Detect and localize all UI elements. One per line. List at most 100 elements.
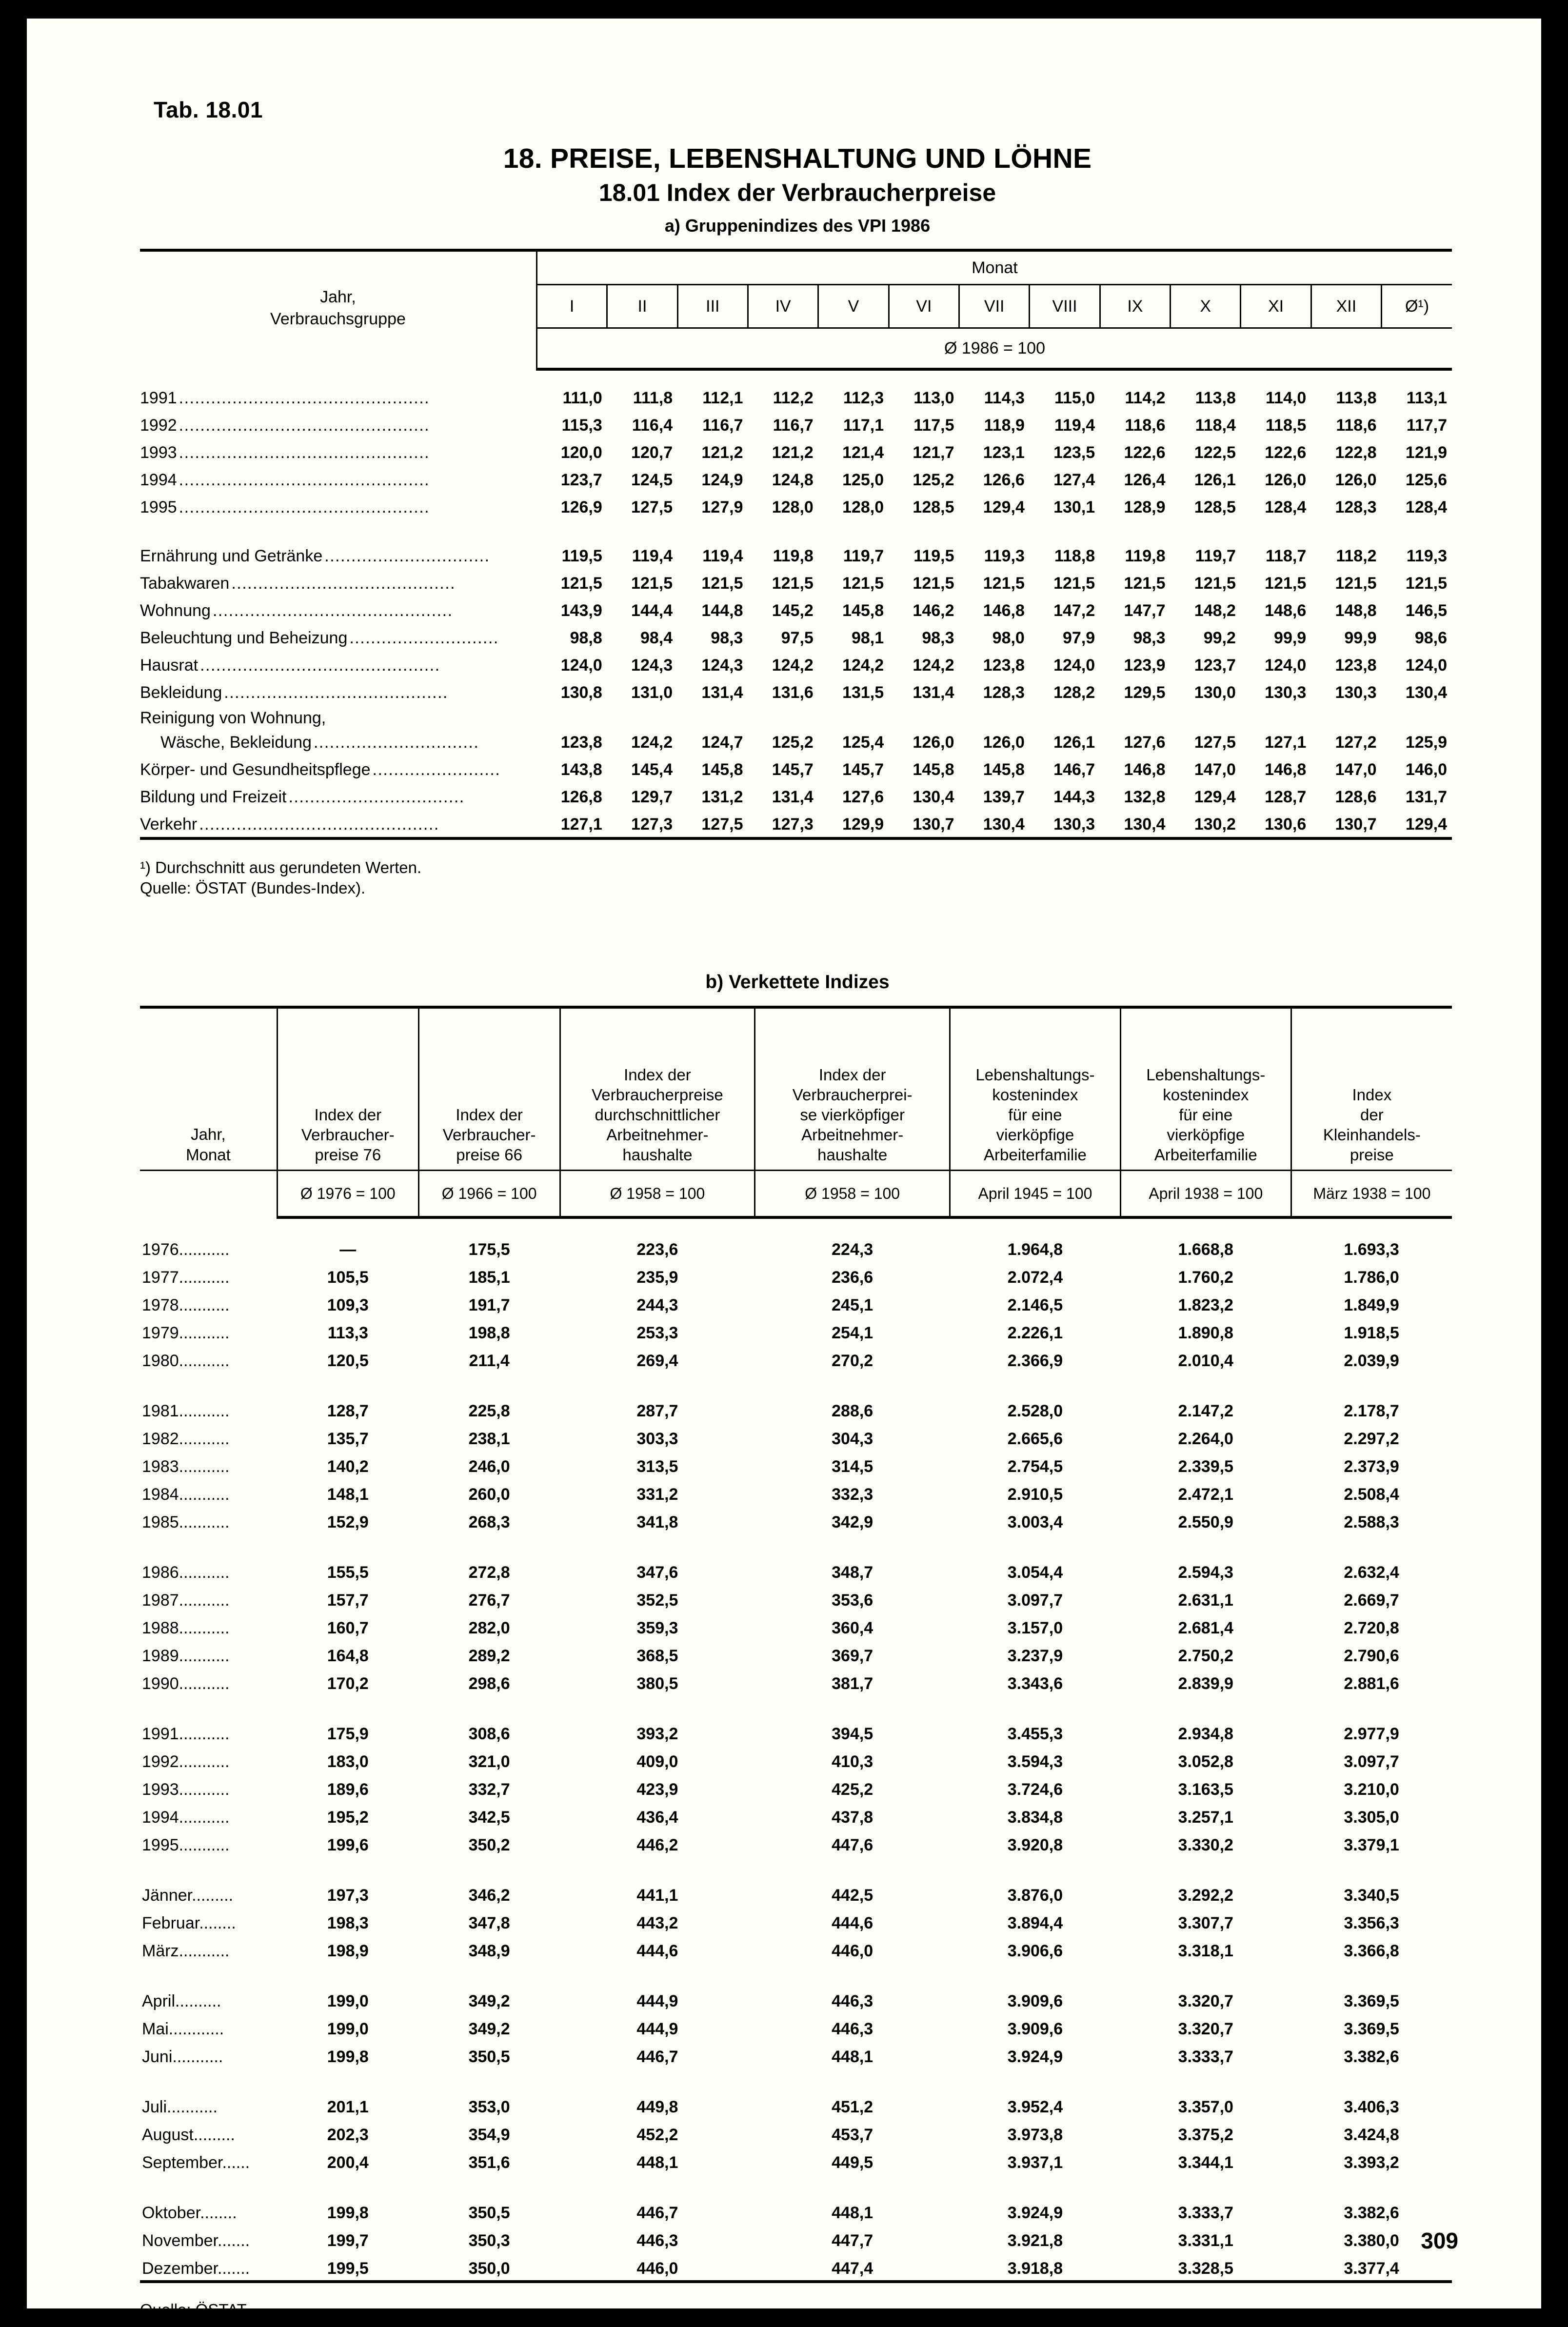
table-cell: 331,2: [636, 1485, 678, 1504]
table-row: 1986........... 155,5 272,8 347,6 348,7 3.054…: [140, 1556, 1452, 1584]
table-cell: 115,0: [1054, 389, 1095, 407]
table-cell: 3.406,3: [1344, 2098, 1399, 2117]
table-cell: 1.918,5: [1344, 1324, 1399, 1343]
table-cell: 127,4: [1053, 471, 1095, 489]
table-row: März........... 198,9 348,9 444,6 446,0 3.906…: [140, 1935, 1452, 1963]
table-cell: 113,0: [913, 389, 954, 407]
table-cell: 446,3: [636, 2231, 678, 2250]
table-cell: 3.320,7: [1178, 1992, 1233, 2011]
table-cell: 175,5: [468, 1240, 510, 1259]
row-label: Beleuchtung und Beheizung...............…: [140, 629, 499, 647]
table-cell: 128,7: [327, 1402, 369, 1421]
table-cell: 3.834,8: [1007, 1808, 1063, 1827]
table-row: 1994....................................…: [140, 465, 1452, 493]
spacer-row: [140, 2068, 1452, 2091]
table-cell: 3.382,6: [1344, 2204, 1399, 2223]
spacer-row: [140, 520, 1452, 541]
table-row: 1991........... 175,9 308,6 393,2 394,5 3.455…: [140, 1718, 1452, 1746]
table-cell: 98,4: [640, 629, 673, 647]
table-cell: 3.393,2: [1344, 2153, 1399, 2172]
table-cell: 124,2: [631, 733, 673, 752]
table-cell: 125,2: [913, 471, 954, 489]
table-cell: 2.508,4: [1344, 1485, 1399, 1504]
row-label: 1989...........: [142, 1647, 230, 1666]
table-cell: 119,4: [702, 547, 743, 565]
table-row: 1984........... 148,1 260,0 331,2 332,3 2.910…: [140, 1478, 1452, 1506]
table-cell: 199,0: [327, 2020, 369, 2039]
table-cell: 129,5: [1124, 683, 1166, 702]
row-label: 1981...........: [142, 1402, 230, 1421]
table-bottom-rule: [140, 2280, 1452, 2294]
table-cell: 124,2: [913, 656, 954, 675]
table-cell: 3.330,2: [1178, 1836, 1233, 1855]
table-cell: 197,3: [327, 1886, 369, 1905]
spacer-row: [140, 1217, 1452, 1233]
table-cell: 381,7: [832, 1674, 873, 1693]
section-a-title: a) Gruppenindizes des VPI 1986: [664, 216, 931, 236]
table-cell: 342,5: [468, 1808, 510, 1827]
row-label: 1994...........: [142, 1808, 230, 1827]
table-cell: 122,6: [1265, 443, 1307, 462]
row-label: 1979...........: [142, 1324, 230, 1343]
table-cell: 113,8: [1336, 389, 1377, 407]
table-b-col-header-6: Lebenshaltungs-kostenindex für eine vierkö…: [1119, 1006, 1291, 1171]
table-row: 1988........... 160,7 282,0 359,3 360,4 3.157…: [140, 1612, 1452, 1640]
table-cell: 447,6: [832, 1836, 873, 1855]
row-label: 1993....................................…: [140, 443, 430, 462]
table-cell: 3.924,9: [1007, 2204, 1063, 2223]
table-cell: 129,7: [631, 788, 673, 806]
table-cell: 122,8: [1335, 443, 1377, 462]
spacer-row: [140, 2174, 1452, 2197]
table-b-base-5: April 1945 = 100: [949, 1170, 1121, 1219]
table-cell: 124,0: [1265, 656, 1307, 675]
table-row: 1979........... 113,3 198,8 253,3 254,1 2.226…: [140, 1317, 1452, 1345]
table-cell: 2.297,2: [1344, 1430, 1399, 1449]
table-a-month-header-11: XI: [1240, 284, 1311, 328]
table-cell: 2.264,0: [1178, 1430, 1233, 1449]
table-cell: 147,0: [1194, 760, 1236, 779]
table-cell: 148,8: [1335, 601, 1377, 620]
table-cell: 3.455,3: [1007, 1725, 1063, 1744]
table-row: Verkehr.................................…: [140, 810, 1452, 838]
table-cell: 119,5: [561, 547, 602, 565]
row-label: Wohnung.................................…: [140, 601, 453, 620]
table-row: 1978........... 109,3 191,7 244,3 245,1 2.146…: [140, 1289, 1452, 1317]
table-cell: 303,3: [636, 1430, 678, 1449]
table-cell: 115,3: [561, 416, 602, 435]
table-cell: 105,5: [327, 1268, 369, 1287]
table-cell: 160,7: [327, 1619, 369, 1638]
table-b-col-header-5: Lebenshaltungs-kostenindex für eine vierkö…: [949, 1006, 1121, 1171]
table-cell: 127,2: [1335, 733, 1377, 752]
table-row: 1990........... 170,2 298,6 380,5 381,7 3.343…: [140, 1668, 1452, 1695]
table-cell: 119,3: [984, 547, 1025, 565]
table-cell: 446,0: [832, 1942, 873, 1961]
row-label: 1988...........: [142, 1619, 230, 1638]
spacer-row: [140, 1963, 1452, 1985]
table-cell: 123,7: [1194, 656, 1236, 675]
table-cell: 121,5: [1124, 574, 1166, 593]
table-cell: 298,6: [468, 1674, 510, 1693]
table-cell: 350,2: [468, 1836, 510, 1855]
table-cell: 2.750,2: [1178, 1647, 1233, 1666]
table-cell: 98,3: [1133, 629, 1166, 647]
table-cell: 125,0: [842, 471, 884, 489]
table-cell: 122,5: [1194, 443, 1236, 462]
table-cell: 2.631,1: [1178, 1591, 1233, 1610]
table-cell: 1.823,2: [1178, 1296, 1233, 1315]
table-cell: 145,8: [913, 760, 954, 779]
table-cell: 146,8: [1265, 760, 1307, 779]
table-cell: 3.894,4: [1007, 1914, 1063, 1933]
table-cell: 3.333,7: [1178, 2048, 1233, 2067]
table-cell: 117,7: [1406, 416, 1447, 435]
table-cell: 128,0: [772, 498, 814, 517]
row-label: 1994....................................…: [140, 471, 430, 489]
table-cell: 111,0: [562, 389, 602, 407]
table-cell: 124,9: [701, 471, 743, 489]
table-cell: 175,9: [327, 1725, 369, 1744]
table-row-label-continuation: Reinigung von Wohnung,: [140, 705, 1452, 728]
table-cell: 130,1: [1053, 498, 1095, 517]
table-cell: 198,8: [468, 1324, 510, 1343]
table-cell: 124,3: [701, 656, 743, 675]
table-cell: 139,7: [983, 788, 1025, 806]
table-cell: 380,5: [636, 1674, 678, 1693]
